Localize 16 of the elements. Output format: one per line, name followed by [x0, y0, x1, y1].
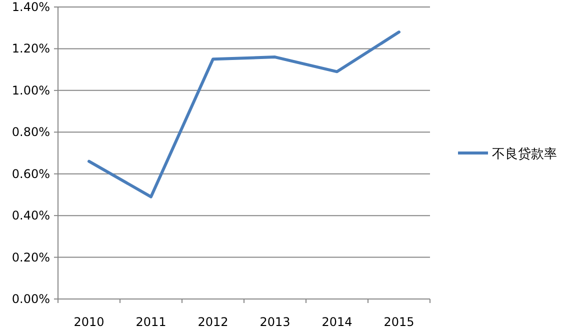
y-tick-label: 0.60% — [12, 166, 50, 181]
x-tick-label: 2011 — [136, 315, 166, 329]
line-series — [88, 30, 400, 198]
y-tick-label: 0.80% — [12, 125, 50, 140]
y-tick-label: 1.00% — [12, 83, 50, 98]
legend-label: 不良贷款率 — [492, 146, 557, 162]
y-tick-label: 0.00% — [12, 292, 50, 306]
x-tick-label: 2013 — [260, 315, 290, 329]
x-tick-label: 2012 — [198, 315, 228, 329]
y-tick-label: 1.20% — [12, 42, 50, 56]
x-tick-label: 2010 — [74, 315, 104, 329]
y-tick-label: 0.40% — [12, 208, 50, 223]
x-tick-label: 2014 — [322, 315, 352, 329]
y-tick-label: 1.40% — [12, 0, 50, 14]
y-tick-label: 0.20% — [12, 250, 50, 264]
x-tick-label: 2015 — [384, 315, 414, 329]
